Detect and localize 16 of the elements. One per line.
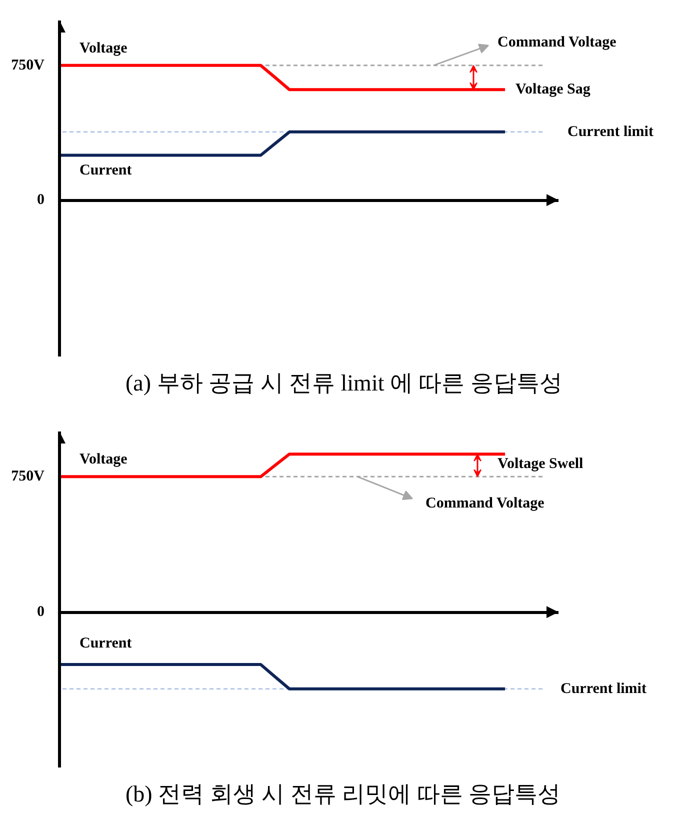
y-tick-label: 750V bbox=[11, 57, 45, 74]
series-label: Current bbox=[80, 636, 132, 652]
y-tick-label: 750V bbox=[11, 468, 45, 485]
ref-line-label: Current limit bbox=[568, 124, 654, 140]
annotation: Voltage Swell bbox=[498, 456, 584, 472]
series-label: Voltage bbox=[80, 452, 128, 468]
ref-line-label: Current limit bbox=[560, 680, 646, 697]
text: (b) 전력 회생 시 전류 리밋에 따른 응답특성 bbox=[126, 782, 561, 806]
legend-label: Command Voltage bbox=[498, 34, 617, 50]
text: Voltage Sag bbox=[516, 82, 591, 98]
series-label: Current bbox=[80, 162, 132, 178]
y-tick-label: 0 bbox=[37, 604, 44, 620]
legend-label: Command Voltage bbox=[426, 496, 545, 512]
text: (a) 부하 공급 시 전류 limit 에 따른 응답특성 bbox=[126, 370, 562, 396]
y-tick-label: 0 bbox=[37, 192, 44, 208]
series-label: Voltage bbox=[80, 40, 128, 56]
